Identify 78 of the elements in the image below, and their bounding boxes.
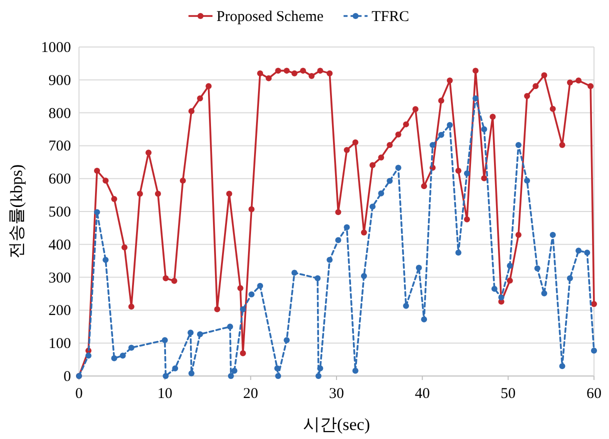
point: [446, 122, 453, 128]
y-tick-label: 600: [48, 172, 71, 188]
x-tick-label: 30: [329, 386, 344, 402]
point: [386, 178, 393, 184]
x-axis-title: 시간(sec): [302, 415, 370, 434]
point: [326, 256, 333, 263]
point: [498, 294, 504, 300]
point: [403, 302, 410, 309]
point: [85, 352, 92, 359]
point: [464, 170, 470, 176]
y-tick-label: 800: [48, 106, 71, 122]
point: [291, 270, 298, 276]
y-tick-label: 1000: [41, 40, 71, 56]
point: [172, 365, 178, 372]
point: [120, 352, 126, 359]
point: [438, 132, 444, 138]
y-tick-label: 200: [48, 303, 71, 320]
point: [481, 126, 488, 132]
x-tick-label: 60: [586, 386, 602, 402]
point: [541, 290, 548, 296]
point: [227, 324, 234, 330]
y-tick-label: 300: [48, 270, 71, 286]
y-axis-title: 전송률(kbps): [7, 164, 26, 259]
x-tick-label: 20: [243, 386, 258, 402]
point: [188, 370, 194, 376]
y-tick-label: 400: [48, 237, 71, 254]
point: [317, 365, 324, 372]
point: [94, 209, 100, 216]
x-tick-label: 10: [157, 386, 172, 402]
point: [128, 344, 134, 351]
point: [455, 250, 462, 256]
point: [430, 142, 436, 148]
y-tick-label: 500: [48, 204, 71, 220]
point: [335, 237, 342, 244]
point: [566, 275, 573, 282]
point: [111, 355, 118, 362]
legend-label: TFRC: [372, 9, 410, 25]
point: [378, 190, 384, 196]
point: [275, 373, 282, 379]
point: [352, 368, 358, 374]
point: [197, 331, 204, 338]
point: [162, 373, 169, 379]
point: [559, 363, 566, 370]
x-tick-label: 50: [500, 386, 516, 402]
y-tick-label: 0: [64, 369, 71, 385]
point: [162, 337, 168, 344]
point: [344, 224, 350, 230]
point: [228, 373, 234, 379]
point: [421, 316, 428, 322]
point: [534, 265, 540, 272]
point: [248, 291, 255, 298]
point: [240, 306, 246, 312]
point: [506, 262, 513, 269]
y-tick-label: 700: [48, 138, 71, 155]
point: [395, 164, 402, 171]
point: [360, 272, 367, 279]
point: [524, 178, 530, 184]
point: [584, 250, 590, 256]
point: [314, 275, 321, 282]
y-tick-label: 900: [48, 72, 71, 89]
point: [188, 330, 194, 336]
point: [231, 368, 238, 374]
y-tick-label: 100: [48, 336, 71, 352]
x-tick-label: 0: [75, 386, 83, 402]
legend-label: Proposed Scheme: [216, 9, 324, 25]
point: [315, 373, 322, 379]
point: [284, 337, 290, 344]
point: [370, 204, 376, 210]
point: [550, 232, 556, 238]
point: [576, 248, 582, 254]
point: [591, 348, 597, 354]
point: [491, 286, 498, 292]
point: [515, 142, 522, 148]
point: [102, 256, 109, 263]
point: [472, 95, 479, 102]
point: [416, 264, 422, 271]
point: [257, 282, 264, 289]
x-tick-label: 40: [414, 386, 430, 402]
